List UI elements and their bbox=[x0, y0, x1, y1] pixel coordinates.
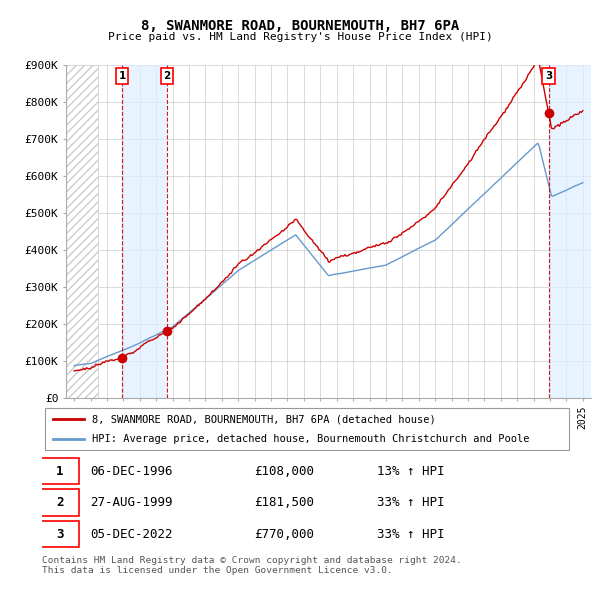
Text: 8, SWANMORE ROAD, BOURNEMOUTH, BH7 6PA (detached house): 8, SWANMORE ROAD, BOURNEMOUTH, BH7 6PA (… bbox=[92, 414, 436, 424]
Text: 8, SWANMORE ROAD, BOURNEMOUTH, BH7 6PA: 8, SWANMORE ROAD, BOURNEMOUTH, BH7 6PA bbox=[141, 19, 459, 33]
Text: 1: 1 bbox=[118, 71, 125, 81]
Text: 27-AUG-1999: 27-AUG-1999 bbox=[90, 496, 172, 509]
Text: 1: 1 bbox=[56, 465, 63, 478]
Text: HPI: Average price, detached house, Bournemouth Christchurch and Poole: HPI: Average price, detached house, Bour… bbox=[92, 434, 530, 444]
FancyBboxPatch shape bbox=[44, 408, 569, 451]
FancyBboxPatch shape bbox=[40, 490, 79, 516]
Bar bbox=[122, 65, 167, 398]
FancyBboxPatch shape bbox=[40, 458, 79, 484]
Text: £108,000: £108,000 bbox=[254, 465, 314, 478]
Text: Contains HM Land Registry data © Crown copyright and database right 2024.
This d: Contains HM Land Registry data © Crown c… bbox=[42, 556, 462, 575]
Text: 05-DEC-2022: 05-DEC-2022 bbox=[90, 527, 172, 540]
Text: 3: 3 bbox=[545, 71, 552, 81]
Text: £770,000: £770,000 bbox=[254, 527, 314, 540]
FancyBboxPatch shape bbox=[40, 521, 79, 548]
Text: 2: 2 bbox=[56, 496, 63, 509]
Text: Price paid vs. HM Land Registry's House Price Index (HPI): Price paid vs. HM Land Registry's House … bbox=[107, 32, 493, 42]
Text: 33% ↑ HPI: 33% ↑ HPI bbox=[377, 496, 444, 509]
Bar bbox=[548, 65, 591, 398]
Text: 3: 3 bbox=[56, 527, 63, 540]
Bar bbox=[66, 65, 98, 398]
Text: £181,500: £181,500 bbox=[254, 496, 314, 509]
Text: 13% ↑ HPI: 13% ↑ HPI bbox=[377, 465, 444, 478]
Text: 33% ↑ HPI: 33% ↑ HPI bbox=[377, 527, 444, 540]
Text: 06-DEC-1996: 06-DEC-1996 bbox=[90, 465, 172, 478]
Text: 2: 2 bbox=[164, 71, 171, 81]
